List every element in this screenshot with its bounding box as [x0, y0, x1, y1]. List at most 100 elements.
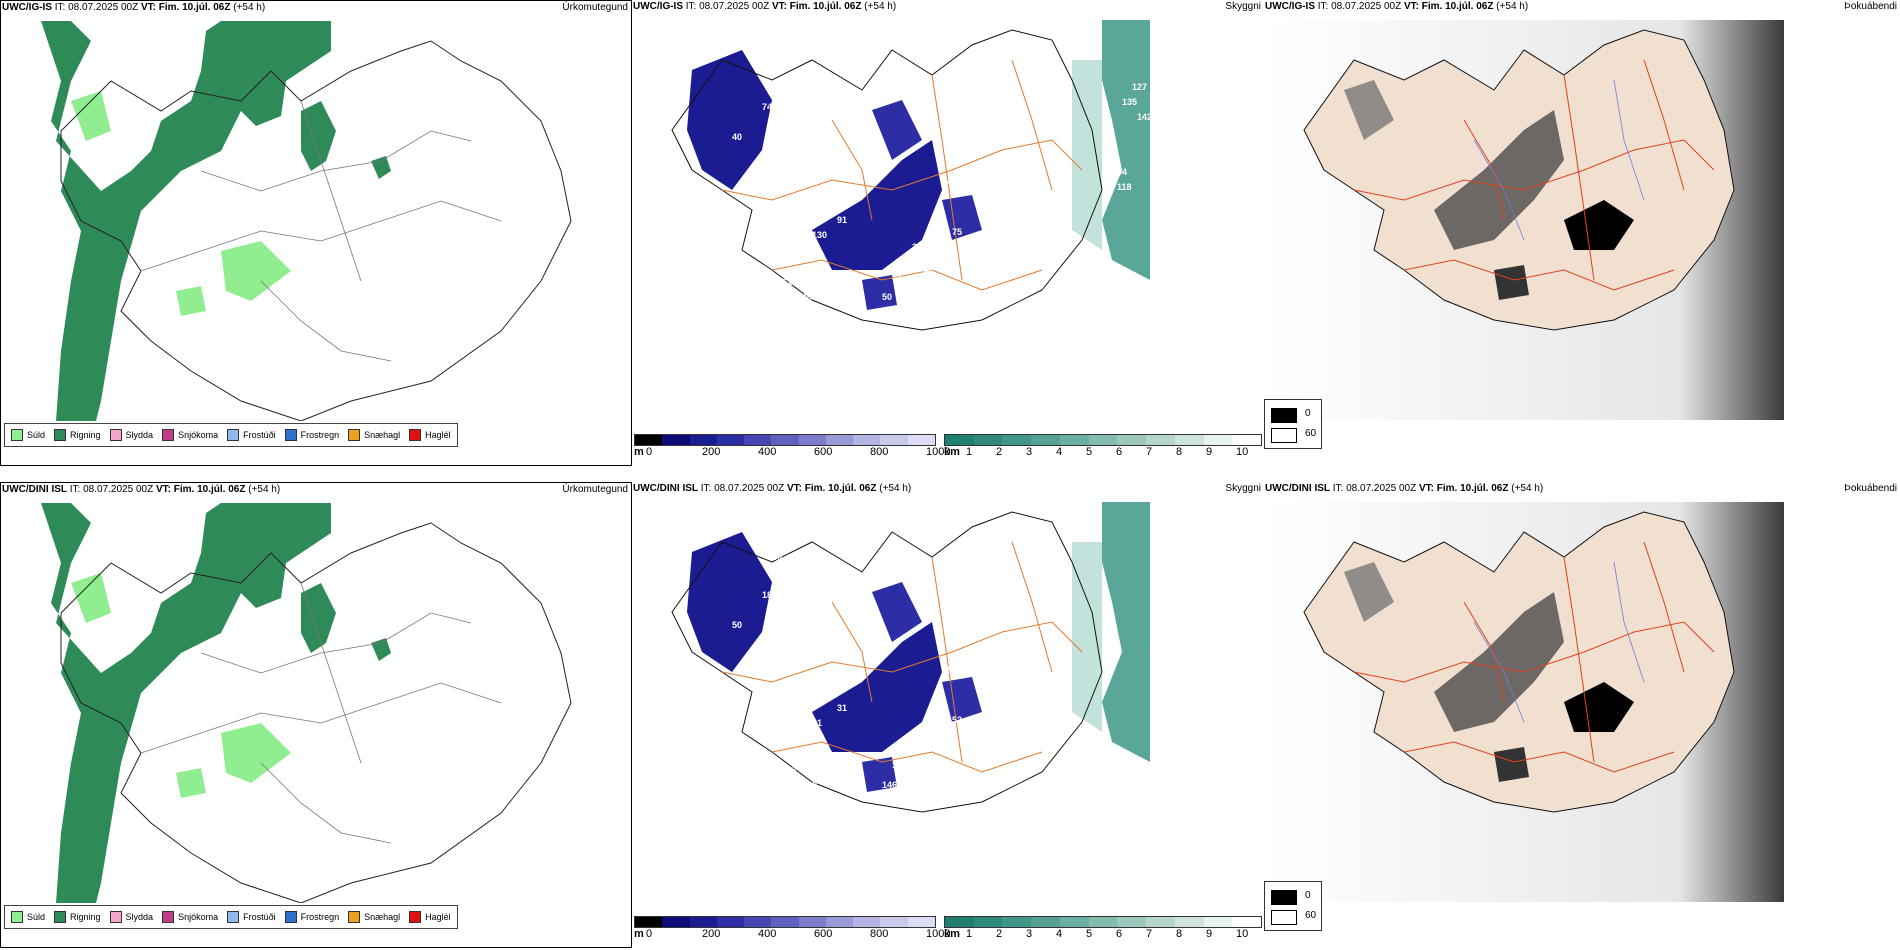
cloud-base-value: 44: [912, 730, 922, 740]
cloud-base-tick: 800: [870, 928, 889, 940]
legend-swatch: [348, 429, 361, 441]
cloud-base-tick: 200: [702, 446, 721, 458]
cloud-base-tick: 600: [814, 928, 833, 940]
fog-legend-swatch: [1271, 910, 1297, 925]
iceland-coastline: [671, 511, 1103, 813]
cloud-base-value: 118: [1117, 182, 1132, 192]
precip-legend: Súld Rigning Slydda Snjókoma Frostúði Frostre…: [4, 905, 458, 929]
cloud-base-value: 48: [984, 690, 994, 700]
visibility-tick: 6: [1116, 446, 1123, 458]
fog-area: [1344, 562, 1394, 622]
rivers: [1473, 561, 1645, 723]
cloud-base-value: 294: [1112, 167, 1127, 177]
cloud-base-value: 91: [837, 215, 847, 225]
fog-legend-swatch: [1271, 428, 1297, 443]
cloud-base-value: 127: [1132, 82, 1147, 92]
cloud-base-value: 366: [812, 108, 827, 118]
visibility-tick: 3: [1026, 928, 1033, 940]
cloud-base-labels: 88 44 366 74 40 92 81 64 14 80 119 43 86 91 130 35 55 75 9…: [732, 64, 1150, 372]
cloud-base-tick: 0: [646, 928, 653, 940]
legend-label: Slydda: [125, 430, 154, 440]
cloud-base-value: 101: [812, 695, 827, 705]
cloud-base-value: 188: [907, 362, 922, 372]
low-cloud-area: [872, 582, 922, 642]
legend-label: Rigning: [70, 912, 101, 922]
cloud-base-value: 43: [812, 207, 822, 217]
fog-indicator-panel: UWC/DINI ISL IT: 08.07.2025 00Z VT: Fim.…: [1264, 482, 1900, 948]
panel-header: UWC/DINI ISL IT: 08.07.2025 00Z VT: Fim.…: [633, 483, 912, 494]
legend-swatch: [284, 911, 297, 923]
precip-legend: Súld Rigning Slydda Snjókoma Frostúði Frostre…: [4, 423, 458, 447]
drizzle-area: [71, 91, 111, 141]
fog-legend-label: 60: [1305, 910, 1317, 921]
legend-label: Snæhagl: [364, 430, 401, 440]
road-network: [1353, 59, 1715, 291]
legend-item: Snjókoma: [162, 429, 218, 441]
cloud-base-value: 54: [812, 596, 822, 606]
cloud-base-unit: m: [634, 446, 644, 458]
cloud-base-value: 56: [922, 753, 932, 763]
iceland-coastline: [60, 522, 572, 903]
precip-map[interactable]: [1, 503, 631, 903]
legend-swatch: [348, 911, 361, 923]
iceland-coastline: [671, 29, 1103, 331]
rain-area: [371, 638, 391, 661]
cloud-base-tick: 800: [870, 446, 889, 458]
legend-swatch: [409, 429, 422, 441]
legend-label: Súld: [27, 912, 46, 922]
low-visibility-area: [1102, 20, 1150, 280]
fog-map[interactable]: [1264, 502, 1784, 902]
road-network: [721, 59, 1083, 291]
legend-swatch: [284, 429, 297, 441]
drizzle-area: [71, 573, 111, 623]
legend-label: Frostúði: [243, 912, 276, 922]
cloud-base-value: 160: [802, 780, 817, 790]
legend-item: Snæhagl: [348, 429, 400, 441]
cloud-base-value: 53: [1007, 745, 1017, 755]
cloud-base-value: 101: [792, 312, 807, 322]
fog-legend-swatch: [1271, 890, 1297, 905]
precip-map[interactable]: [1, 21, 631, 421]
cloud-base-value: 41: [812, 718, 822, 728]
cloud-base-tick: 1000: [926, 928, 951, 940]
cloud-base-visibility-panel: UWC/DINI ISL IT: 08.07.2025 00Z VT: Fim.…: [632, 482, 1264, 948]
cloud-base-labels: 46 89 54 188 50 101 43 70 185 43 48 101 42 31 41 44 38 52…: [732, 552, 1017, 815]
road-network: [140, 100, 502, 362]
rain-area: [301, 101, 336, 171]
low-visibility-area: [1102, 502, 1150, 762]
visibility-tick: 1: [966, 446, 973, 458]
legend-swatch: [409, 911, 422, 923]
cloud-base-value: 127: [782, 765, 797, 775]
drizzle-area: [221, 241, 291, 301]
cloud-base-value: 59: [977, 735, 987, 745]
cloud-base-tick: 200: [702, 928, 721, 940]
cloud-base-map[interactable]: 46 89 54 188 50 101 43 70 185 43 48 101 42 31 41 44 38 52…: [632, 502, 1150, 902]
iceland-coastline: [60, 40, 572, 421]
cloud-base-value: 14: [942, 177, 952, 187]
road-network: [1353, 541, 1715, 773]
cloud-base-value: 29: [802, 327, 812, 337]
cloud-base-value: 42: [788, 706, 798, 716]
low-cloud-area: [862, 275, 897, 310]
cloud-base-map[interactable]: 88 44 366 74 40 92 81 64 14 80 119 43 86 91 130 35 55 75 9…: [632, 20, 1150, 420]
precip-type-panel: UWC/DINI ISL IT: 08.07.2025 00Z VT: Fim.…: [0, 482, 632, 948]
visibility-tick: 8: [1176, 928, 1183, 940]
cloud-base-value: 80: [962, 172, 972, 182]
cloud-base-value: 92: [977, 247, 987, 257]
cloud-base-value: 86: [788, 218, 798, 228]
cloud-base-value: 101: [782, 628, 797, 638]
legend-swatch: [54, 911, 67, 923]
fog-legend-label: 60: [1305, 428, 1317, 439]
rain-area: [41, 503, 331, 903]
legend-swatch: [227, 429, 240, 441]
low-visibility-area: [1072, 542, 1102, 732]
legend-swatch: [54, 429, 67, 441]
cloud-base-value: 92: [782, 140, 792, 150]
fog-map[interactable]: [1264, 20, 1784, 420]
cloud-base-value: 116: [842, 778, 857, 788]
rain-area: [301, 583, 336, 653]
cloud-base-tick: 600: [814, 446, 833, 458]
cloud-base-colorbar: [634, 916, 936, 928]
road-network: [140, 582, 502, 844]
cloud-base-value: 50: [732, 620, 742, 630]
